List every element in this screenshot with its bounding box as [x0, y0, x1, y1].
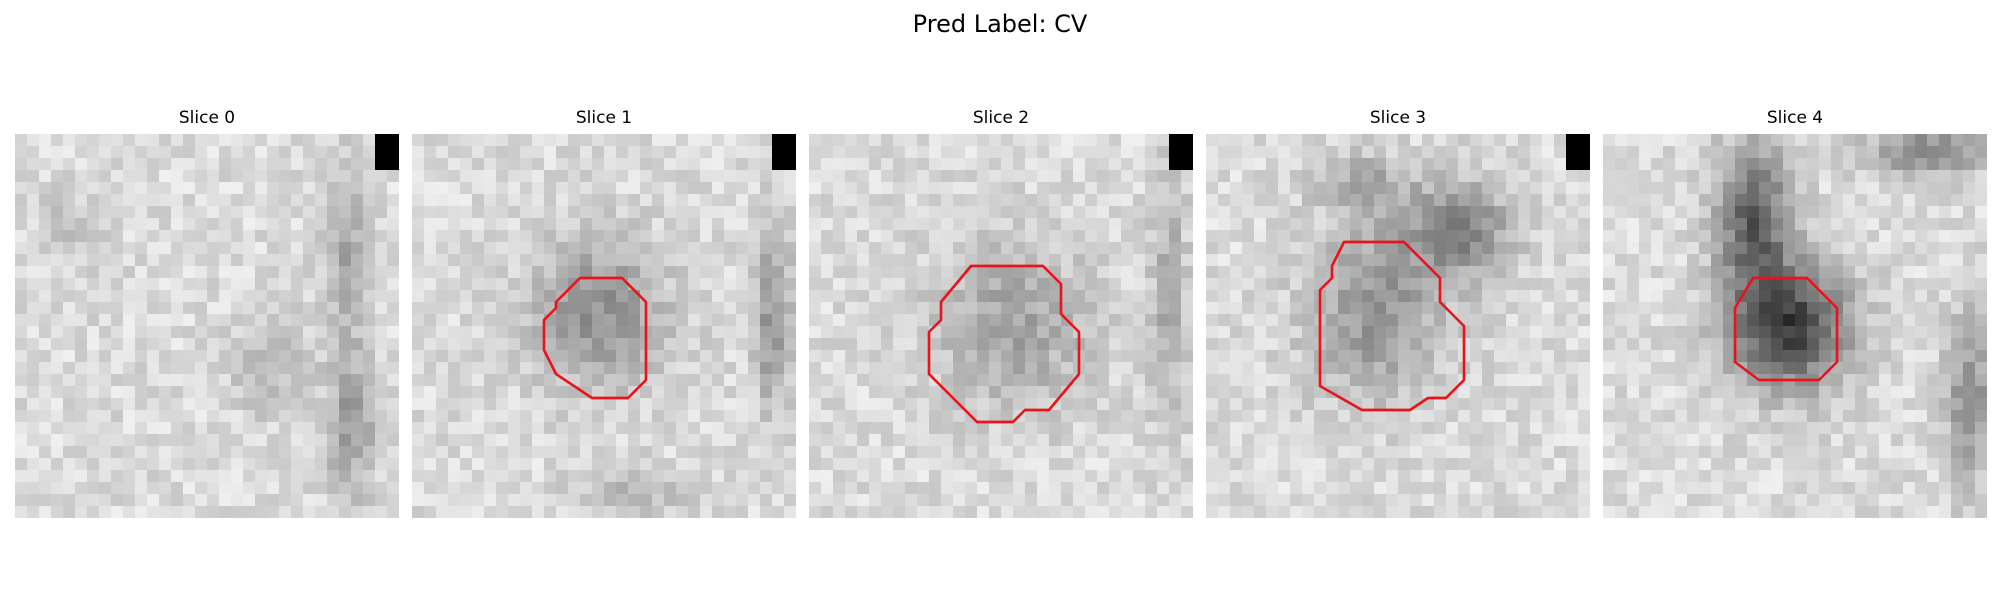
slice-image-3 [1206, 134, 1590, 518]
corner-marker [375, 134, 399, 170]
slice-title-3: Slice 3 [1369, 108, 1427, 128]
slice-panel-0: Slice 0 [15, 108, 399, 518]
segmentation-contour [542, 276, 648, 400]
slice-image-1 [412, 134, 796, 518]
figure-title: Pred Label: CV [912, 10, 1088, 38]
slice-title-0: Slice 0 [178, 108, 236, 128]
slice-panel-2: Slice 2 [809, 108, 1193, 518]
segmentation-contour [1733, 276, 1839, 382]
slice-panel-3: Slice 3 [1206, 108, 1590, 518]
slice-title-4: Slice 4 [1766, 108, 1824, 128]
slice-title-1: Slice 1 [575, 108, 633, 128]
slice-panel-1: Slice 1 [412, 108, 796, 518]
segmentation-contour [927, 264, 1081, 424]
slice-image-4 [1603, 134, 1987, 518]
corner-marker [1566, 134, 1590, 170]
slice-image-0 [15, 134, 399, 518]
corner-marker [1169, 134, 1193, 170]
slice-image-2 [809, 134, 1193, 518]
slice-panel-4: Slice 4 [1603, 108, 1987, 518]
segmentation-contour [1318, 240, 1466, 412]
slice-title-2: Slice 2 [972, 108, 1030, 128]
corner-marker [772, 134, 796, 170]
